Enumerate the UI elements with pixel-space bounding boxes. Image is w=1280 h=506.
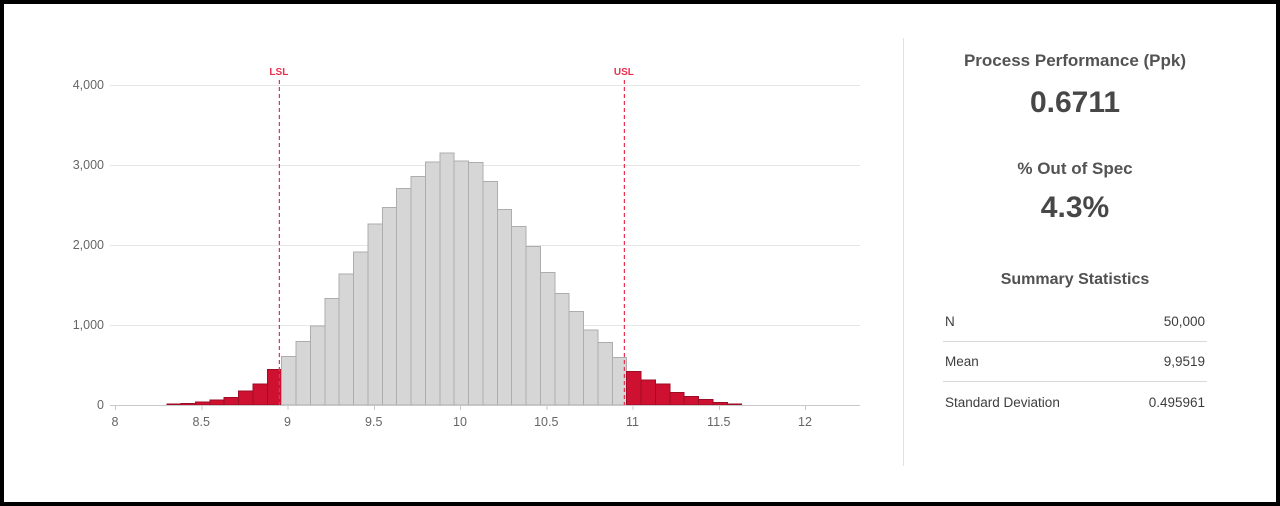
x-tick-label: 9.5	[365, 415, 382, 429]
histogram-bar[interactable]	[353, 251, 369, 406]
histogram-bar[interactable]	[511, 226, 527, 406]
stat-value: 50,000	[1163, 314, 1205, 329]
histogram-bar[interactable]	[597, 342, 613, 406]
histogram-bar[interactable]	[238, 390, 254, 406]
histogram-bar[interactable]	[410, 176, 426, 406]
histogram-bar[interactable]	[396, 187, 412, 406]
histogram-bar[interactable]	[626, 371, 642, 406]
histogram-bar[interactable]	[554, 292, 570, 406]
histogram-bar[interactable]	[252, 383, 268, 406]
histogram-bar[interactable]	[698, 398, 714, 406]
stat-row: Mean 9,9519	[943, 342, 1207, 382]
out-of-spec-title: % Out of Spec	[1017, 159, 1133, 178]
y-tick-label: 2,000	[73, 238, 104, 252]
x-tick-label: 10	[453, 415, 467, 429]
histogram-bar[interactable]	[654, 383, 671, 406]
histogram-bar[interactable]	[180, 402, 196, 406]
y-tick-label: 0	[97, 398, 104, 412]
histogram-chart-area: 8 8.5 9 9.5 10 10.5 11 11.5 12 0 1,000 2,000 3,000 4,…	[73, 67, 860, 429]
usl-label: USL	[614, 67, 634, 78]
histogram-bar[interactable]	[166, 403, 182, 406]
x-tick-label: 9	[284, 415, 291, 429]
x-tick-label: 12	[798, 415, 812, 429]
histogram-bar[interactable]	[568, 311, 585, 406]
histogram-bar[interactable]	[338, 273, 355, 406]
x-tick-label: 10.5	[534, 415, 558, 429]
process-histogram: 8 8.5 9 9.5 10 10.5 11 11.5 12 0 1,000 2,000 3,000 4,…	[73, 67, 860, 429]
histogram-bar[interactable]	[381, 207, 398, 406]
x-tick-label: 8.5	[193, 415, 210, 429]
lsl-label: LSL	[269, 67, 288, 78]
x-tick-label: 8	[112, 415, 119, 429]
out-of-spec-value: 4.3%	[1040, 191, 1110, 224]
y-tick-label: 4,000	[73, 78, 104, 92]
histogram-bar[interactable]	[539, 272, 556, 406]
histogram-bar[interactable]	[583, 329, 599, 406]
histogram-bar[interactable]	[525, 246, 541, 406]
histogram-bar[interactable]	[453, 160, 470, 406]
y-tick-label: 3,000	[73, 158, 104, 172]
histogram-bar[interactable]	[712, 402, 728, 406]
stat-value: 9,9519	[1163, 354, 1205, 369]
histogram-bar[interactable]	[468, 162, 484, 406]
histogram-bar[interactable]	[367, 223, 383, 406]
stat-row: N 50,000	[943, 302, 1207, 342]
summary-statistics-table: N 50,000 Mean 9,9519 Standard Deviation 0.495…	[943, 302, 1207, 422]
histogram-bar[interactable]	[424, 161, 441, 406]
histogram-bar[interactable]	[281, 356, 297, 406]
histogram-bar[interactable]	[683, 396, 700, 406]
stat-value: 0.495961	[1148, 394, 1205, 410]
histogram-bar[interactable]	[669, 392, 685, 406]
histogram-bar[interactable]	[324, 297, 340, 406]
summary-statistics-title: Summary Statistics	[1000, 271, 1150, 288]
histogram-bar[interactable]	[726, 403, 743, 406]
stat-label: Mean	[945, 354, 979, 369]
histogram-bar[interactable]	[309, 325, 326, 406]
histogram-bar[interactable]	[209, 399, 225, 406]
histogram-bar[interactable]	[295, 341, 311, 406]
histogram-bar[interactable]	[223, 396, 240, 406]
stat-label: Standard Deviation	[945, 394, 1060, 410]
histogram-bar[interactable]	[496, 208, 513, 406]
histogram-bar[interactable]	[640, 379, 656, 406]
histogram-bar[interactable]	[482, 181, 498, 406]
x-tick-label: 11	[626, 415, 639, 429]
stat-row: Standard Deviation 0.495961	[943, 382, 1207, 422]
panel-divider	[903, 38, 904, 466]
histogram-bar[interactable]	[439, 152, 455, 406]
y-tick-label: 1,000	[73, 318, 104, 332]
x-tick-label: 11.5	[707, 415, 730, 429]
histogram-bar[interactable]	[194, 401, 211, 406]
stat-label: N	[945, 314, 955, 329]
ppk-title: Process Performance (Ppk)	[963, 51, 1187, 70]
ppk-value: 0.6711	[1029, 86, 1121, 119]
